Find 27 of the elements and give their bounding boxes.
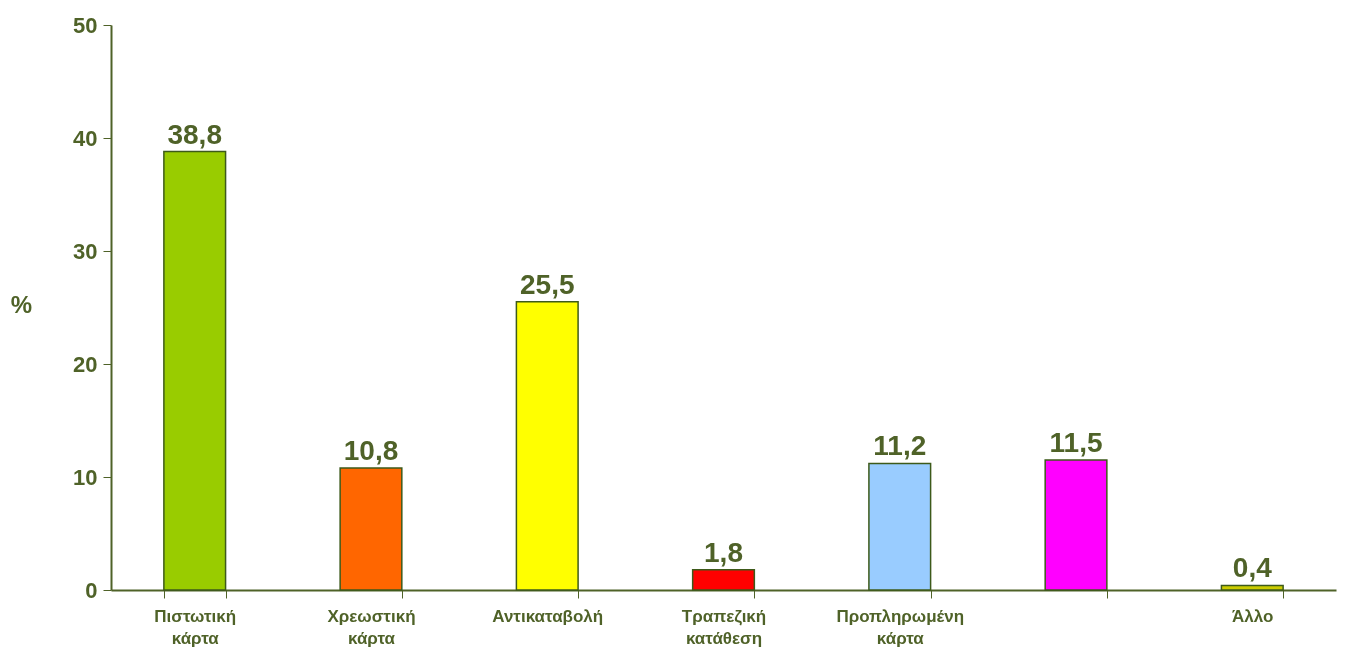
y-tick-label: 30 (73, 238, 98, 264)
y-tick-label: 20 (73, 351, 98, 377)
data-label: 0,4 (1232, 552, 1273, 584)
y-tick-label: 40 (73, 125, 98, 151)
y-tick-label: 10 (73, 464, 98, 490)
y-axis-title: % (10, 290, 33, 318)
data-label: 11,5 (1049, 427, 1103, 459)
x-tick-label: Τραπεζική κατάθεση (681, 606, 767, 648)
x-tick-label: Χρεωστική κάρτα (327, 606, 416, 648)
x-tick-label: Προπληρωμένη κάρτα (836, 606, 965, 648)
x-tick-label: Πιστωτική κάρτα (154, 606, 237, 648)
bar (1044, 459, 1108, 591)
x-tick-label: Άλλο (1232, 606, 1274, 626)
y-tick-label: 50 (73, 12, 98, 38)
data-label: 10,8 (343, 434, 399, 466)
bar (515, 301, 579, 591)
data-label: 11,2 (873, 430, 927, 462)
x-tick-label: Αντικαταβολή (492, 606, 604, 626)
bar (339, 467, 403, 591)
y-tick-label: 0 (85, 577, 98, 603)
data-label: 38,8 (167, 118, 222, 150)
data-label: 25,5 (519, 268, 575, 300)
bar (163, 150, 227, 591)
bar (868, 462, 932, 591)
data-label: 1,8 (704, 536, 743, 568)
bar (1220, 584, 1284, 591)
bar (691, 568, 756, 591)
